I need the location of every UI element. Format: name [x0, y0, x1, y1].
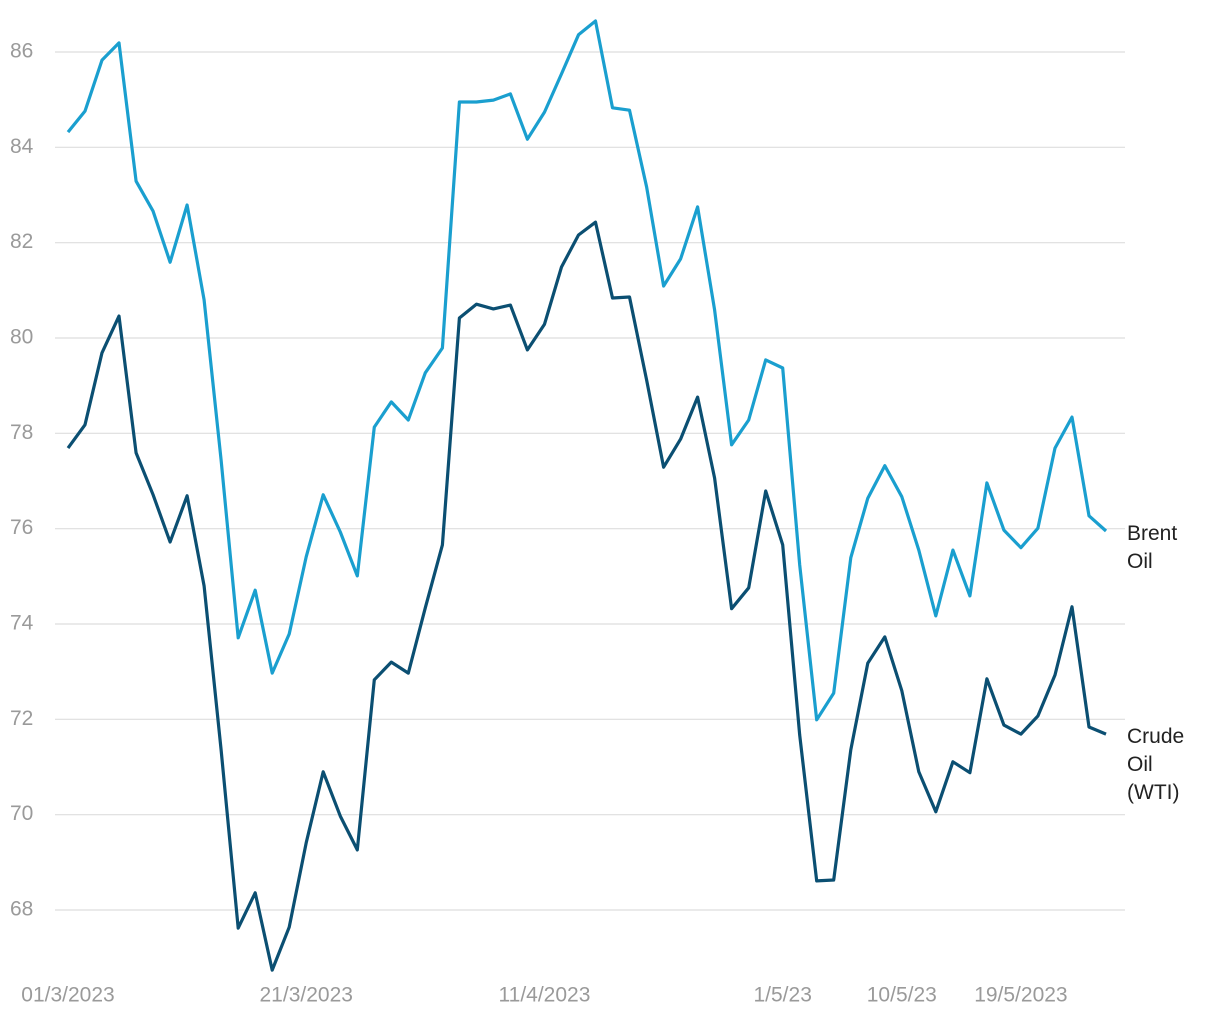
y-tick-label: 70	[10, 802, 33, 825]
y-tick-label: 68	[10, 898, 33, 921]
x-tick-label: 10/5/23	[867, 984, 937, 1007]
y-tick-label: 80	[10, 326, 33, 349]
y-tick-label: 72	[10, 707, 33, 730]
y-tick-label: 78	[10, 421, 33, 444]
y-tick-label: 82	[10, 230, 33, 253]
y-tick-label: 84	[10, 135, 34, 158]
series-label: Crude Oil (WTI)	[1127, 725, 1185, 805]
x-tick-label: 19/5/2023	[974, 984, 1067, 1007]
y-tick-label: 74	[10, 612, 34, 635]
x-tick-label: 11/4/2023	[499, 984, 591, 1007]
x-tick-label: 01/3/2023	[21, 984, 114, 1007]
x-tick-label: 21/3/2023	[260, 984, 353, 1007]
y-tick-label: 76	[10, 516, 33, 539]
x-tick-label: 1/5/23	[753, 984, 811, 1007]
series-line	[66, 19, 1108, 722]
y-tick-label: 86	[10, 40, 33, 63]
series-line	[66, 220, 1107, 972]
series-label: Brent Oil	[1127, 522, 1178, 574]
